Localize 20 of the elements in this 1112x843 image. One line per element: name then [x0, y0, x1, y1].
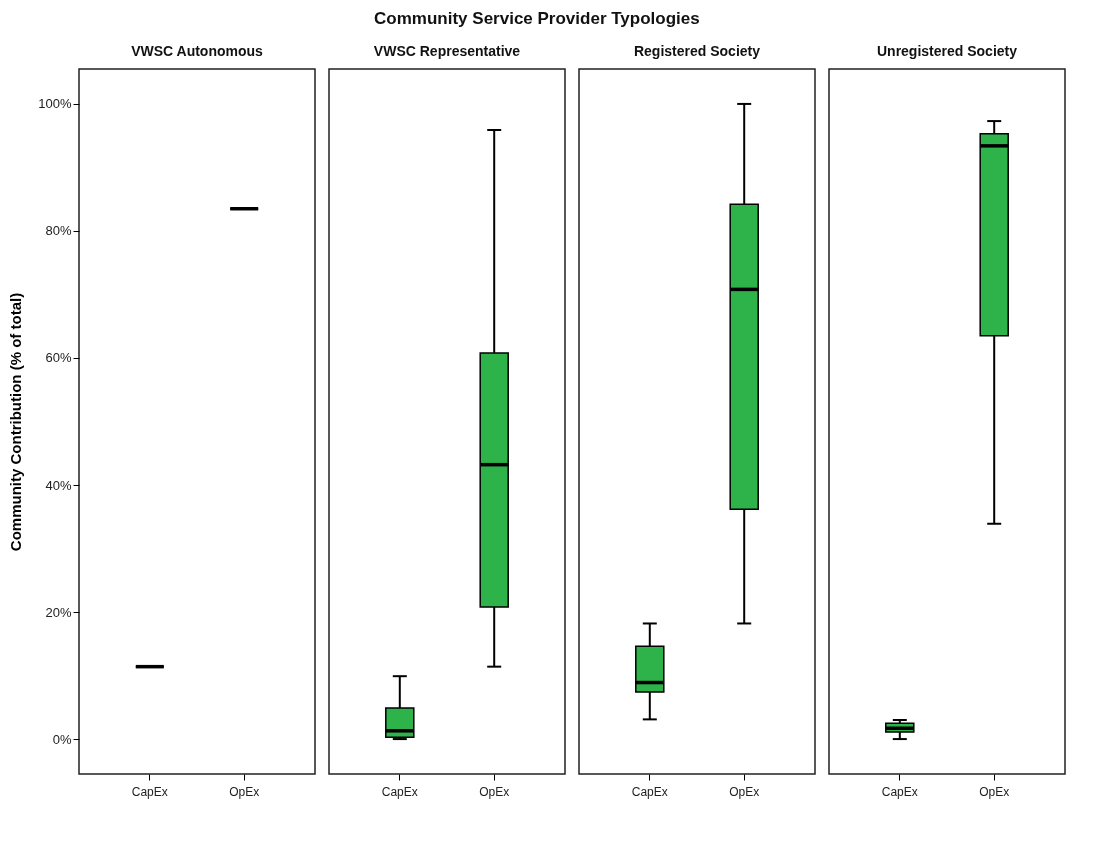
- chart-subtitle: Unregistered Society: [876, 43, 1018, 59]
- text: Community Service Provider Typologies: [374, 9, 700, 29]
- x-tick-label: CapEx: [381, 784, 418, 799]
- x-tick-label: OpEx: [979, 784, 1010, 799]
- chart-subtitle: Registered Society: [633, 43, 761, 59]
- y-tick-label: 80%: [45, 223, 72, 239]
- x-tick-label: OpEx: [229, 784, 260, 799]
- x-tick-label: CapEx: [131, 784, 168, 799]
- y-tick-label: 20%: [45, 604, 72, 620]
- y-tick-label: 100%: [38, 96, 72, 112]
- x-tick-label: CapEx: [881, 784, 918, 799]
- y-tick-label: 60%: [45, 350, 72, 366]
- y-axis-title: Community Contribution (% of total): [7, 292, 25, 552]
- y-tick-label: 40%: [45, 477, 72, 493]
- chart-subtitle: VWSC Autonomous: [131, 43, 264, 59]
- x-tick-label: OpEx: [479, 784, 510, 799]
- x-tick-label: CapEx: [631, 784, 668, 799]
- x-tick-label: OpEx: [729, 784, 760, 799]
- y-tick-label: 0%: [52, 731, 72, 747]
- chart-subtitle: VWSC Representative: [373, 43, 521, 59]
